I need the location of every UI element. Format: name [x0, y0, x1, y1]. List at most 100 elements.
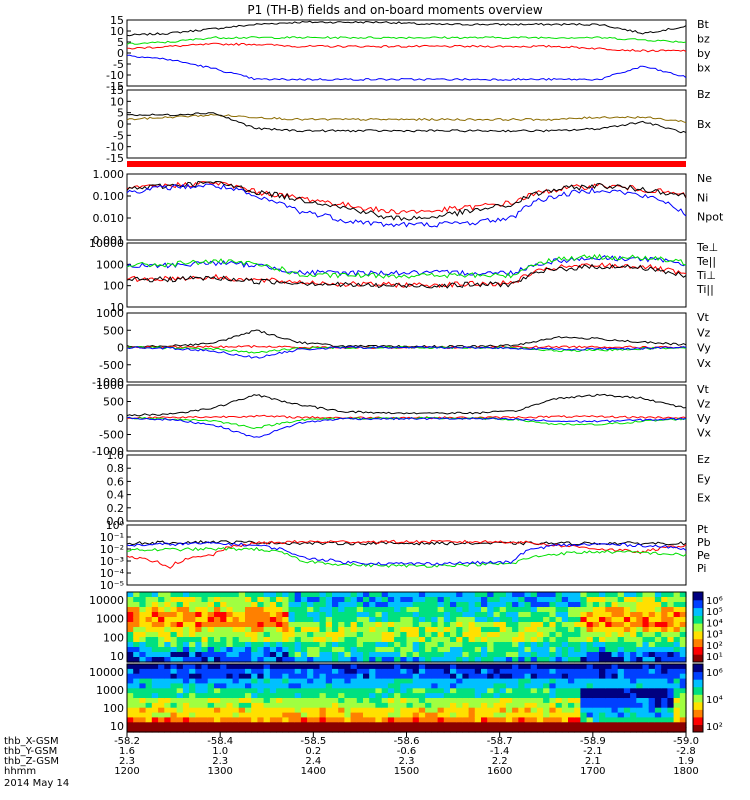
spectrogram-cell: [512, 712, 519, 719]
spectrogram-cell: [145, 664, 153, 670]
spectrogram-cell: [182, 632, 190, 638]
spectrogram-cell: [648, 678, 656, 685]
spectrogram-cell: [611, 727, 619, 733]
spectrogram-cell: [443, 678, 451, 685]
spectrogram-cell: [431, 664, 439, 670]
legend-ey: Ey: [697, 472, 711, 485]
spectrogram-cell: [276, 617, 283, 623]
spectrogram-cell: [481, 702, 488, 709]
spectrogram-cell: [400, 673, 408, 680]
spectrogram-cell: [543, 657, 550, 663]
spectrogram-cell: [263, 632, 271, 638]
spectrogram-cell: [574, 683, 581, 689]
spectrogram-cell: [462, 722, 470, 728]
spectrogram-cell: [158, 652, 165, 658]
spectrogram-cell: [481, 712, 488, 719]
spectrogram-cell: [207, 607, 215, 613]
spectrogram-cell: [648, 612, 656, 618]
spectrogram-cell: [151, 622, 159, 628]
spectrogram-cell: [350, 727, 358, 733]
ephemeris-value: 1400: [301, 766, 326, 777]
spectrogram-cell: [288, 627, 296, 633]
spectrogram-cell: [462, 678, 470, 685]
spectrogram-cell: [623, 657, 631, 663]
spectrogram-cell: [158, 602, 165, 608]
spectrogram-cell: [319, 683, 327, 689]
spectrogram-cell: [207, 627, 215, 633]
spectrogram-cell: [437, 597, 445, 603]
spectrogram-cell: [332, 637, 339, 643]
spectrogram-cell: [288, 632, 296, 638]
spectrogram-cell: [363, 683, 370, 689]
spectrogram-cell: [630, 632, 637, 638]
spectrogram-cell: [195, 652, 203, 658]
spectrogram-cell: [592, 683, 600, 689]
spectrogram-cell: [394, 702, 401, 709]
spectrogram-cell: [617, 612, 625, 618]
spectrogram-cell: [294, 678, 302, 685]
spectrogram-cell: [127, 688, 134, 694]
spectrogram-cell: [654, 688, 662, 694]
spectrogram-cell: [207, 702, 215, 709]
spectrogram-cell: [300, 722, 308, 728]
spectrogram-cell: [543, 702, 550, 709]
spectrogram-cell: [630, 597, 637, 603]
spectrogram-cell: [176, 664, 184, 670]
spectrogram-cell: [524, 668, 532, 675]
colorbar-swatch: [693, 654, 703, 663]
spectrogram-cell: [568, 657, 575, 663]
spectrogram-cell: [518, 707, 526, 714]
spectrogram-cell: [344, 707, 352, 714]
spectrogram-cell: [350, 622, 358, 628]
spectrogram-cell: [350, 617, 358, 623]
spectrogram-cell: [226, 668, 234, 675]
spectrogram-cell: [344, 717, 352, 723]
spectrogram-cell: [127, 622, 134, 628]
spectrogram-cell: [276, 592, 283, 598]
spectrogram-cell: [536, 702, 544, 709]
spectrogram-cell: [158, 712, 165, 719]
spectrogram-cell: [487, 717, 494, 723]
spectrogram-cell: [182, 668, 190, 675]
spectrogram-cell: [512, 597, 519, 603]
spectrogram-cell: [599, 727, 606, 733]
spectrogram-cell: [642, 673, 650, 680]
spectrogram-cell: [325, 602, 333, 608]
spectrogram-cell: [300, 652, 308, 658]
spectrogram-cell: [425, 622, 432, 628]
spectrogram-cell: [325, 652, 333, 658]
spectrogram-cell: [654, 712, 662, 719]
spectrogram-cell: [561, 602, 569, 608]
spectrogram-cell: [363, 722, 370, 728]
spectrogram-cell: [195, 702, 203, 709]
spectrogram-cell: [437, 632, 445, 638]
spectrogram-cell: [220, 597, 227, 603]
spectrogram-cell: [437, 727, 445, 733]
spectrogram-cell: [170, 693, 178, 699]
spectrogram-cell: [549, 664, 557, 670]
spectrogram-cell: [549, 647, 557, 653]
spectrogram-cell: [257, 664, 265, 670]
spectrogram-cell: [276, 722, 283, 728]
spectrogram-cell: [586, 688, 594, 694]
spectrogram-cell: [257, 597, 265, 603]
spectrogram-cell: [387, 668, 395, 675]
spectrogram-cell: [300, 668, 308, 675]
spectrogram-cell: [269, 642, 277, 648]
spectrogram-cell: [536, 612, 544, 618]
spectrogram-cell: [450, 688, 457, 694]
spectrogram-cell: [356, 683, 364, 689]
spectrogram-cell: [238, 592, 246, 598]
spectrogram-cell: [499, 642, 507, 648]
spectrogram-cell: [220, 712, 227, 719]
spectrogram-cell: [257, 657, 265, 663]
series-line-npot: [126, 183, 687, 228]
spectrogram-cell: [623, 688, 631, 694]
spectrogram-cell: [512, 717, 519, 723]
spectrogram-cell: [481, 637, 488, 643]
spectrogram-cell: [263, 702, 271, 709]
spectrogram-cell: [443, 712, 451, 719]
spectrogram-cell: [332, 612, 339, 618]
spectrogram-cell: [170, 673, 178, 680]
